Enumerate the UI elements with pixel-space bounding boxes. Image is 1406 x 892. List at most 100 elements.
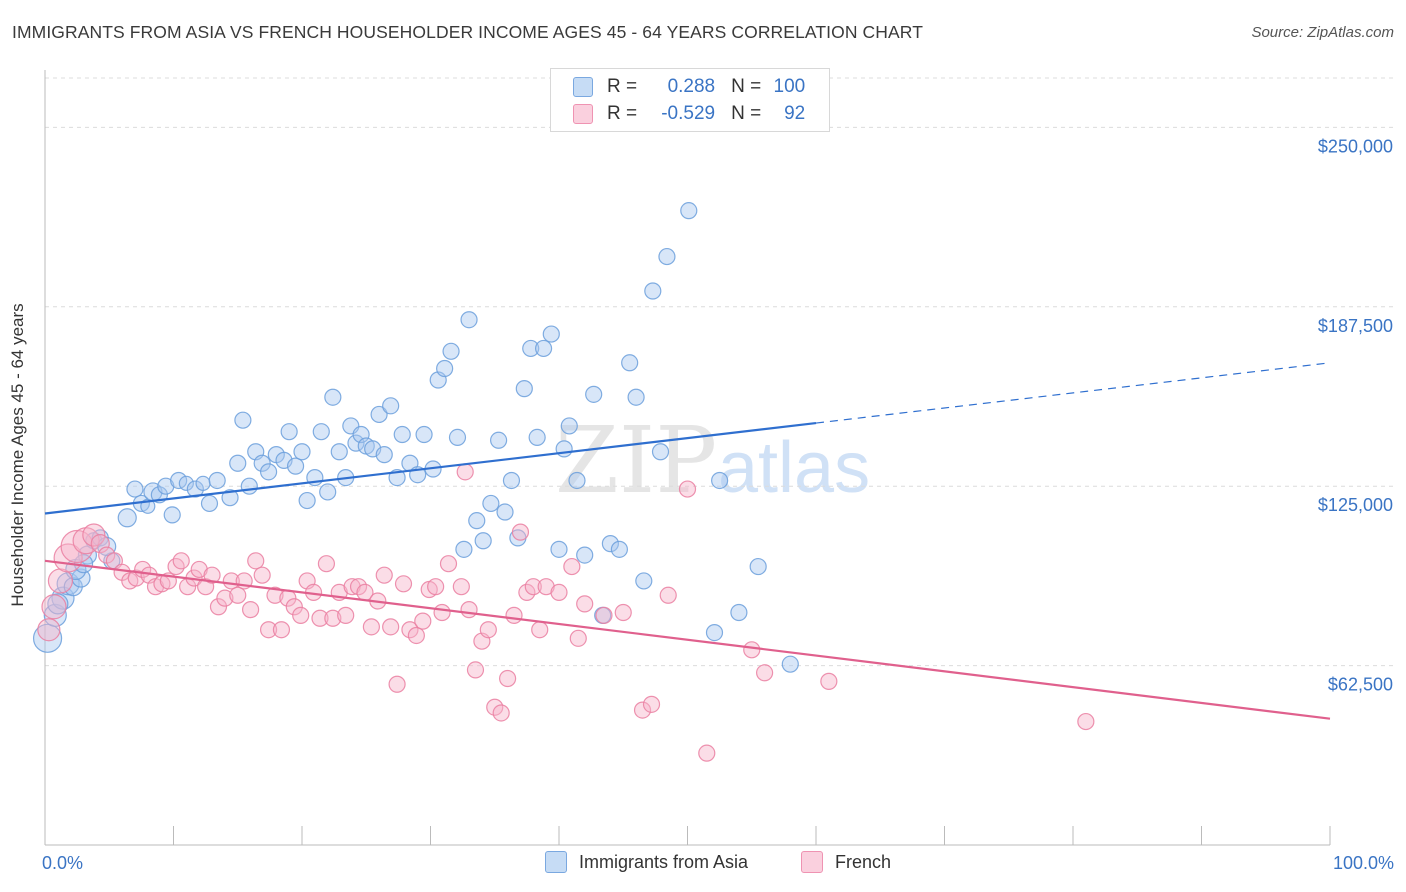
asia-data-point — [200, 494, 219, 513]
french-data-point — [209, 598, 228, 616]
french-data-point — [388, 675, 406, 693]
french-data-point — [41, 594, 67, 620]
french-data-point — [743, 641, 761, 659]
asia-data-point — [705, 623, 724, 642]
french-data-point — [266, 586, 284, 604]
french-data-point — [229, 586, 247, 604]
asia-data-point — [658, 247, 676, 266]
asia-trend-line — [44, 421, 817, 515]
asia-data-point — [393, 425, 411, 444]
asia-data-point — [515, 380, 533, 398]
bottom-legend-label-asia: Immigrants from Asia — [579, 851, 749, 872]
legend-r-label: R = — [607, 103, 638, 124]
french-data-point — [1077, 712, 1095, 731]
asia-data-point — [490, 431, 508, 449]
french-data-point — [518, 583, 536, 602]
french-data-point — [349, 578, 368, 596]
legend-r-value: 0.288 — [667, 76, 716, 97]
french-data-point — [433, 603, 451, 622]
asia-data-point — [635, 572, 653, 590]
asia-data-point — [170, 471, 188, 490]
asia-data-point — [455, 540, 473, 558]
watermark-atlas: atlas — [718, 428, 870, 508]
asia-data-point — [208, 471, 226, 490]
french-data-point — [311, 609, 329, 627]
french-data-point — [456, 463, 474, 481]
x-tick-label-min: 0.0% — [42, 853, 84, 873]
french-data-point — [414, 612, 432, 630]
french-data-point — [642, 695, 661, 713]
x-tick-label-max: 100.0% — [1332, 853, 1394, 873]
asia-data-point — [178, 475, 194, 491]
french-data-point — [407, 626, 425, 645]
y-axis-label: Householder Income Ages 45 - 64 years — [8, 303, 27, 607]
legend-row-french: R = -0.529 N = 92 — [573, 101, 805, 127]
french-data-point — [127, 569, 145, 587]
legend-row-asia: R = 0.288 N = 100 — [573, 74, 805, 100]
bottom-legend-asia: Immigrants from Asia — [545, 851, 748, 873]
french-data-point — [90, 534, 110, 554]
asia-data-point — [259, 463, 278, 481]
french-data-point — [452, 578, 470, 596]
watermark-zip: ZIP — [555, 407, 717, 514]
source-credit: Source: ZipAtlas.com — [1251, 24, 1394, 41]
correlation-legend: R = 0.288 N = 100 R = -0.529 N = 92 — [550, 68, 830, 132]
asia-data-point — [32, 623, 63, 653]
asia-data-point — [550, 540, 568, 558]
legend-r-label: R = — [607, 76, 638, 97]
asia-data-point — [448, 428, 467, 447]
asia-data-point — [240, 477, 258, 495]
asia-data-point — [749, 557, 767, 576]
french-data-point — [427, 578, 445, 596]
asia-data-point — [482, 494, 500, 513]
french-data-point — [401, 621, 419, 639]
french-data-point — [382, 618, 400, 636]
asia-data-point — [627, 388, 645, 406]
french-data-point — [203, 566, 221, 584]
asia-data-point — [601, 535, 620, 553]
y-tick-label: $125,000 — [1318, 495, 1393, 515]
bottom-legend-french: French — [801, 851, 891, 873]
french-data-point — [292, 606, 310, 624]
french-data-point — [511, 523, 530, 541]
asia-data-point — [474, 532, 492, 550]
french-data-point — [550, 583, 568, 602]
french-data-point — [531, 621, 549, 639]
legend-n-label: N = — [731, 76, 762, 97]
asia-data-point — [644, 282, 662, 300]
french-data-point — [317, 555, 336, 573]
asia-data-point — [534, 339, 553, 358]
y-tick-label: $187,500 — [1318, 316, 1393, 336]
asia-data-point — [436, 359, 454, 378]
french-data-point — [614, 603, 632, 622]
french-data-point — [820, 672, 838, 690]
asia-data-point — [522, 339, 540, 358]
french-data-point — [375, 566, 393, 584]
french-data-point — [460, 601, 478, 619]
asia-data-point — [234, 411, 252, 429]
french-data-point — [216, 589, 234, 607]
bottom-legend-label-french: French — [835, 851, 892, 872]
french-data-point — [576, 595, 594, 613]
french-data-point — [563, 557, 581, 576]
chart-title: IMMIGRANTS FROM ASIA VS FRENCH HOUSEHOLD… — [12, 22, 923, 42]
asia-data-point — [324, 388, 342, 406]
asia-data-point — [460, 311, 478, 329]
french-data-point — [524, 578, 542, 596]
legend-n-label: N = — [731, 103, 762, 124]
french-data-point — [394, 575, 413, 593]
asia-data-point — [568, 471, 586, 490]
french-data-point — [569, 629, 587, 647]
french-data-point — [362, 618, 380, 636]
asia-data-point — [711, 471, 729, 490]
asia-data-point — [651, 443, 670, 461]
asia-data-point — [585, 385, 603, 403]
french-data-point — [505, 606, 523, 624]
asia-data-point — [330, 443, 348, 461]
asia-data-point — [229, 454, 247, 472]
french-data-point — [82, 523, 106, 547]
asia-data-point — [468, 512, 486, 530]
asia-data-point — [312, 423, 330, 441]
french-data-point — [285, 598, 303, 616]
french-data-point — [633, 701, 652, 719]
